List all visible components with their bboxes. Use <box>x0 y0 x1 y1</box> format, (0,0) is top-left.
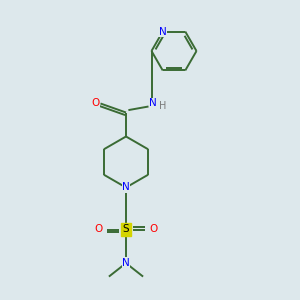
Text: O: O <box>94 224 102 235</box>
Text: N: N <box>122 182 130 193</box>
Text: N: N <box>149 98 157 109</box>
Text: O: O <box>150 224 158 235</box>
Text: H: H <box>159 101 167 111</box>
Text: O: O <box>91 98 99 109</box>
Text: N: N <box>159 26 166 37</box>
Text: N: N <box>122 257 130 268</box>
Text: S: S <box>123 224 129 235</box>
